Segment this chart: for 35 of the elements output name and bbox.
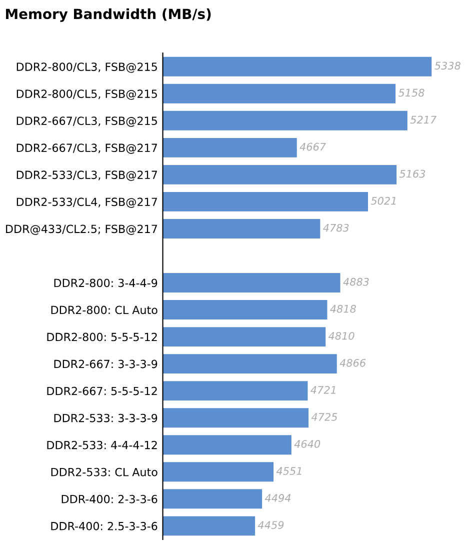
data-label: 4667: [300, 142, 326, 151]
data-label: 4818: [330, 304, 356, 313]
y-tick-label: DDR-400: 2-3-3-6: [62, 494, 158, 504]
data-label: 4551: [276, 467, 302, 475]
y-tick-label: DDR-400: 2.5-3-3-6: [51, 522, 158, 530]
y-tick-label: DDR2-533: 3-3-3-9: [54, 414, 158, 422]
y-tick-label: DDR2-533/CL4, FSB@217: [16, 198, 157, 208]
data-label: 5338: [434, 62, 460, 70]
data-label: 4810: [328, 332, 354, 340]
y-tick-label: DDR2-800/CL5, FSB@215: [16, 90, 157, 100]
data-label: 4640: [294, 440, 320, 448]
data-label: 5158: [398, 88, 424, 97]
data-label: 4866: [340, 358, 366, 367]
y-tick-label: DDR2-800: 3-4-4-9: [54, 278, 158, 288]
y-tick-label: DDR2-667: 5-5-5-12: [47, 386, 157, 396]
data-label: 4494: [264, 494, 291, 502]
chart-title: Memory Bandwidth (MB/s): [6, 8, 211, 22]
data-label: 5217: [410, 116, 437, 124]
y-tick-label: DDR2-667/CL3, FSB@217: [16, 144, 157, 154]
data-label: 4883: [343, 278, 369, 286]
data-label: 4459: [258, 521, 284, 529]
y-tick-label: DDR2-800: CL Auto: [51, 306, 158, 314]
y-tick-label: DDR2-533: 4-4-4-12: [47, 440, 157, 450]
y-tick-label: DDR2-533: CL Auto: [51, 468, 158, 476]
y-tick-label: DDR2-533/CL3, FSB@217: [16, 170, 157, 181]
data-label: 4721: [310, 386, 336, 394]
y-tick-label: DDR2-800: 5-5-5-12: [47, 332, 157, 342]
y-tick-label: DDR2-667: 3-3-3-9: [54, 360, 158, 368]
y-tick-label: DDR@433/CL2.5; FSB@217: [6, 224, 157, 235]
data-label: 4783: [323, 224, 349, 232]
y-tick-label: DDR2-800/CL3, FSB@215: [16, 62, 157, 73]
data-label: 5163: [399, 170, 426, 178]
data-label: 4725: [311, 412, 338, 421]
y-tick-label: DDR2-667/CL3, FSB@215: [16, 116, 157, 127]
data-label: 5021: [370, 196, 396, 205]
